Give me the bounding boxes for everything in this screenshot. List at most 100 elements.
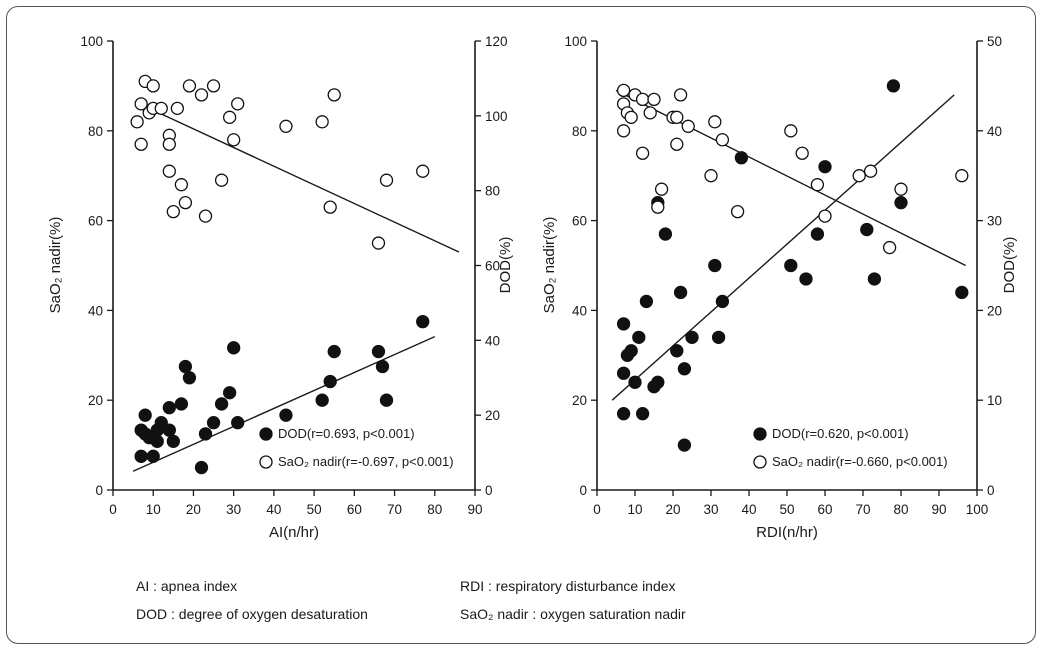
ai-point-dod [371,344,386,359]
ai-y2-tick-label: 80 [485,184,500,199]
ai-y-tick-label: 80 [88,124,103,139]
rdi-point-dod [616,407,631,421]
rdi-y2-tick-label: 30 [987,214,1002,229]
ai-point-dod [162,401,176,415]
rdi-y2-tick-label: 50 [987,34,1002,49]
ai-y2-tick-label: 0 [485,483,493,498]
rdi-x-tick-label: 60 [817,502,832,517]
ai-point-sao2 [166,204,180,219]
rdi-fit-line-dod [611,94,955,401]
rdi-y2-tick-label: 10 [987,393,1002,408]
ai-y-axis-label: SaO₂ nadir(%) [47,217,64,314]
ai-y-tick-label: 60 [88,214,103,229]
rdi-point-sao2 [818,209,832,223]
ai-point-dod [154,415,168,430]
rdi-point-dod [677,362,692,376]
rdi-point-dod [799,272,813,286]
ai-y2-tick-label: 120 [485,34,508,49]
ai-point-sao2 [214,173,229,187]
rdi-point-sao2 [635,146,650,160]
rdi-point-sao2 [704,169,718,183]
rdi-y2-tick-label: 40 [987,124,1002,139]
rdi-point-dod [711,330,726,344]
ai-point-dod [227,341,241,355]
rdi-point-dod [955,285,969,300]
ai-point-dod [198,427,213,441]
ai-x-tick-label: 60 [347,502,362,517]
ai-point-sao2 [194,88,209,102]
ai-point-sao2 [178,195,193,210]
rdi-legend-label-dod: DOD(r=0.620, p<0.001) [772,426,909,441]
rdi-point-sao2 [616,83,631,98]
footnote-dod: DOD : degree of oxygen desaturation [136,606,368,622]
ai-y2-tick-label: 100 [485,109,508,124]
ai-point-sao2 [327,88,341,102]
rdi-point-sao2 [651,200,665,214]
ai-point-sao2 [371,236,386,250]
ai-point-dod [194,460,209,475]
ai-point-sao2 [279,119,293,133]
rdi-y-tick-label: 100 [564,34,587,49]
rdi-point-sao2 [670,137,684,151]
rdi-point-sao2 [673,88,688,102]
ai-x-tick-label: 90 [467,502,482,517]
ai-legend-marker-sao2 [259,455,273,469]
ai-x-axis-label: AI(n/hr) [269,524,319,541]
ai-point-dod [279,408,293,422]
ai-y-tick-label: 20 [88,393,103,408]
rdi-point-dod [670,344,684,358]
rdi-point-dod [673,285,688,300]
rdi-point-dod [810,227,825,241]
rdi-point-sao2 [647,92,661,107]
rdi-point-dod [677,438,692,452]
ai-point-sao2 [198,209,213,223]
ai-x-tick-label: 70 [387,502,402,517]
ai-point-sao2 [170,101,185,115]
ai-point-sao2 [162,137,176,151]
ai-point-sao2 [416,164,430,178]
rdi-x-tick-label: 50 [779,502,794,517]
rdi-legend-marker-sao2 [753,455,767,469]
rdi-point-sao2 [635,92,650,107]
rdi-point-dod [894,195,908,210]
rdi-legend-marker-dod [753,427,767,441]
rdi-point-dod [784,258,798,273]
footnote-ai: AI : apnea index [136,578,238,594]
ai-point-dod [138,408,152,422]
rdi-point-sao2 [624,110,638,124]
ai-point-dod [375,359,390,374]
rdi-point-dod [635,407,650,421]
rdi-point-sao2 [784,124,798,138]
ai-point-dod [146,449,160,463]
rdi-legend-label-sao2: SaO₂ nadir(r=-0.660, p<0.001) [772,454,948,469]
rdi-point-dod [624,344,638,358]
rdi-point-dod [708,258,722,273]
rdi-point-sao2 [654,182,669,196]
rdi-point-sao2 [852,169,866,183]
rdi-x-tick-label: 80 [893,502,908,517]
ai-point-sao2 [182,79,197,93]
ai-point-dod [174,397,189,411]
rdi-point-dod [860,222,874,237]
ai-point-sao2 [379,173,394,187]
rdi-point-sao2 [715,133,730,147]
ai-point-sao2 [134,137,148,151]
ai-legend-label-sao2: SaO₂ nadir(r=-0.697, p<0.001) [278,454,454,469]
rdi-point-sao2 [795,146,809,160]
rdi-x-tick-label: 10 [627,502,642,517]
rdi-point-dod [715,294,730,309]
rdi-y-tick-label: 80 [572,124,587,139]
ai-x-tick-label: 20 [186,502,201,517]
ai-point-sao2 [130,115,144,129]
ai-x-tick-label: 0 [109,502,117,517]
rdi-x-tick-label: 70 [855,502,870,517]
rdi-point-sao2 [670,110,684,124]
ai-point-dod [214,397,229,411]
ai-point-sao2 [222,110,237,124]
ai-point-sao2 [146,79,160,93]
ai-point-sao2 [231,97,245,111]
rdi-x-tick-label: 20 [665,502,680,517]
rdi-x-tick-label: 0 [593,502,601,517]
ai-point-dod [222,386,237,400]
ai-legend-label-dod: DOD(r=0.693, p<0.001) [278,426,415,441]
